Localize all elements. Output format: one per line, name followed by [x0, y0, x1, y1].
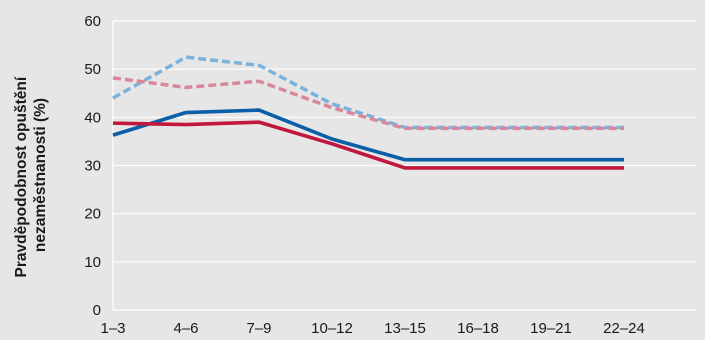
y-tick-label: 40 — [84, 109, 101, 126]
x-tick-label: 7–9 — [246, 320, 271, 337]
y-axis-title-line-1: Pravděpodobnost opuštění — [13, 76, 30, 277]
x-tick-label: 19–21 — [530, 320, 572, 337]
y-tick-label: 50 — [84, 61, 101, 78]
x-tick-label: 13–15 — [384, 320, 426, 337]
x-tick-label: 22–24 — [603, 320, 645, 337]
y-tick-label: 20 — [84, 206, 101, 223]
x-tick-label: 4–6 — [173, 320, 198, 337]
y-axis-title-line-2: nezaměstnanosti (%) — [32, 98, 49, 252]
x-tick-label: 1–3 — [100, 320, 125, 337]
x-tick-label: 16–18 — [457, 320, 499, 337]
y-tick-label: 0 — [93, 302, 101, 319]
y-tick-label: 30 — [84, 158, 101, 175]
x-tick-label: 10–12 — [311, 320, 353, 337]
y-tick-label: 10 — [84, 254, 101, 271]
y-tick-label: 60 — [84, 13, 101, 30]
